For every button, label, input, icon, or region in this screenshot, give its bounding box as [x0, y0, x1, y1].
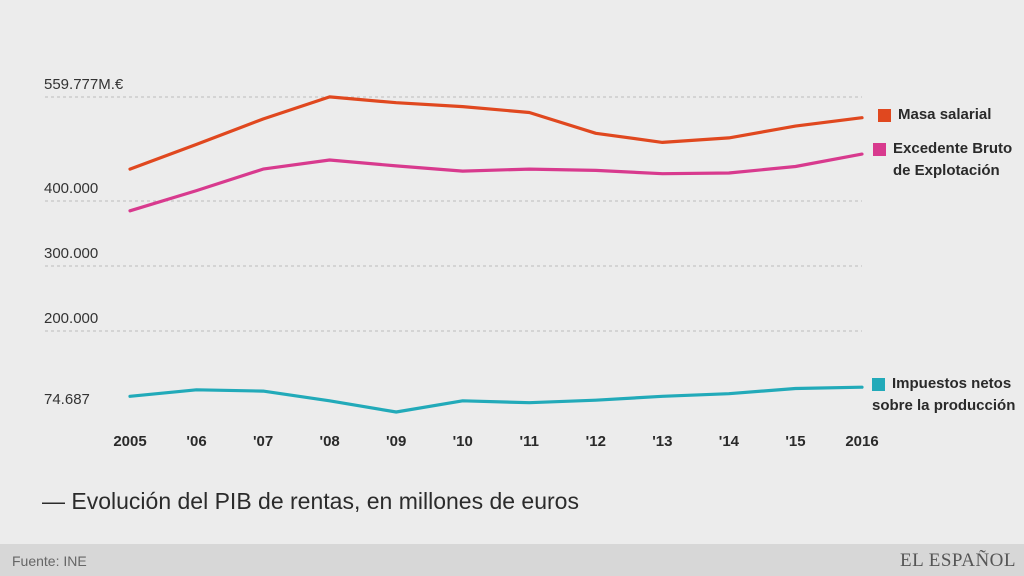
masa-salarial-swatch	[878, 109, 891, 122]
x-tick-label: '10	[453, 433, 473, 450]
legend-label-masa-salarial: Masa salarial	[898, 106, 992, 123]
footer-bar: Fuente: INE EL ESPAÑOL	[0, 544, 1024, 576]
series-line	[128, 385, 864, 414]
x-tick-label: '13	[652, 433, 672, 450]
legend-label-impuestos-1: Impuestos netos	[892, 375, 1012, 392]
line-chart: 559.777M.€ 400.000 300.000 200.000 74.687 20…	[44, 76, 879, 450]
x-tick-label: '14	[719, 433, 740, 450]
source-text: Fuente: INE	[12, 553, 87, 569]
series-line	[128, 95, 864, 171]
y-tick-label: 200.000	[44, 310, 98, 327]
y-tick-label: 74.687	[44, 391, 90, 408]
x-tick-label: 2005	[113, 433, 146, 450]
x-tick-label: '15	[785, 433, 805, 450]
x-tick-label: '07	[253, 433, 273, 450]
excedente-swatch	[873, 143, 886, 156]
legend-label-excedente-2: de Explotación	[893, 162, 1000, 179]
x-tick-label: '06	[186, 433, 206, 450]
x-tick-label: '11	[520, 433, 539, 450]
series-line	[128, 152, 864, 213]
y-tick-label: 300.000	[44, 245, 98, 262]
brand-logo: EL ESPAÑOL	[899, 550, 1016, 571]
legend-label-excedente-1: Excedente Bruto	[893, 140, 1013, 157]
impuestos-swatch	[872, 378, 885, 391]
chart-title: — Evolución del PIB de rentas, en millon…	[42, 488, 579, 514]
x-tick-label: '09	[386, 433, 406, 450]
x-tick-label: 2016	[845, 433, 878, 450]
x-tick-label: '12	[586, 433, 606, 450]
y-tick-label: 559.777M.€	[44, 76, 124, 93]
x-tick-label: '08	[320, 433, 340, 450]
legend-label-impuestos-2: sobre la producción	[872, 397, 1016, 414]
y-tick-label: 400.000	[44, 180, 98, 197]
